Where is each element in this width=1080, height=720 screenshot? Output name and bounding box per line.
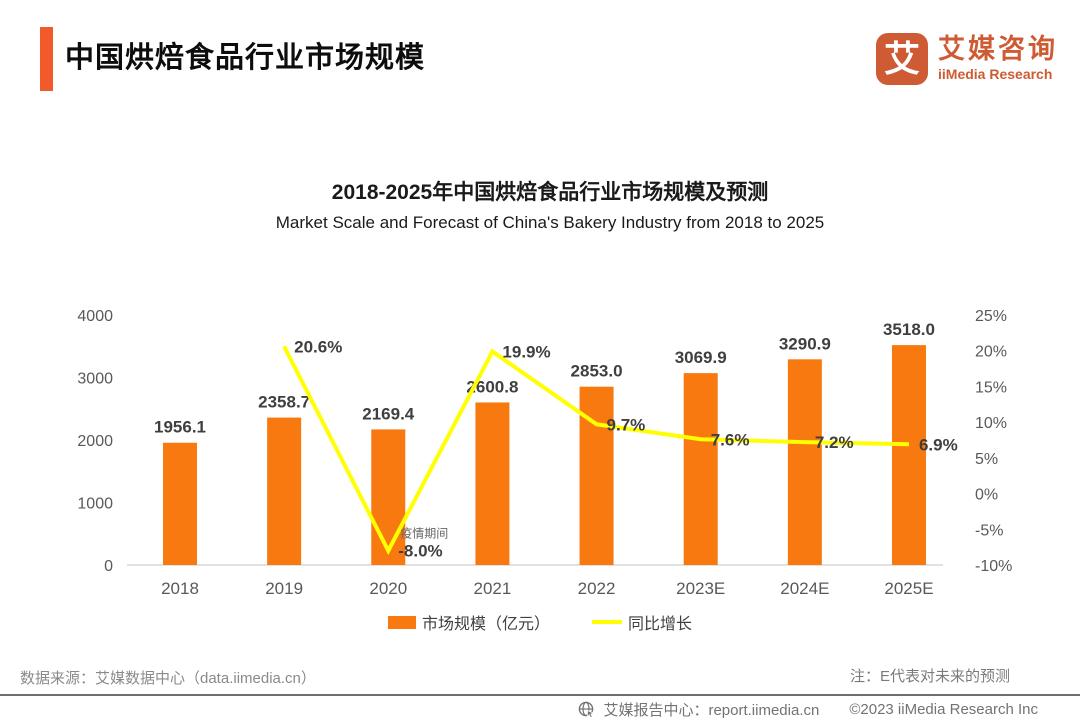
x-axis-label-2020: 2020	[369, 579, 407, 598]
growth-label-2024E: 7.2%	[815, 433, 854, 452]
line-series-swatch	[592, 620, 622, 624]
right-axis-tick-10: 10%	[975, 415, 1007, 432]
left-axis-tick-3000: 3000	[77, 371, 113, 388]
growth-label-2023E: 7.6%	[711, 430, 750, 449]
bar-label-2019: 2358.7	[258, 393, 310, 412]
page-title: 中国烘焙食品行业市场规模	[65, 42, 426, 74]
bar-2020	[371, 429, 406, 565]
title-accent-bar	[40, 27, 53, 91]
growth-line	[282, 345, 910, 556]
left-axis-tick-1000: 1000	[77, 496, 113, 513]
growth-label-2021: 19.9%	[502, 342, 550, 361]
legend-label-growth: 同比增长	[628, 616, 693, 633]
left-axis-tick-4000: 4000	[77, 308, 113, 325]
bar-label-2022: 2853.0	[571, 362, 623, 381]
footer-bottom-bar: 艾媒报告中心：report.iimedia.cn ©2023 iiMedia R…	[578, 699, 1038, 720]
bar-label-2021: 2600.8	[466, 377, 518, 396]
bar-2024E	[787, 359, 822, 565]
x-axis-label-2019: 2019	[265, 579, 303, 598]
right-axis-tick-25: 25%	[975, 308, 1007, 325]
bar-label-2018: 1956.1	[154, 418, 206, 437]
bar-2022	[579, 386, 614, 565]
bar-series-swatch	[387, 615, 416, 629]
data-source-text: 数据来源：艾媒数据中心（data.iimedia.cn）	[20, 670, 316, 687]
x-axis-label-2025E: 2025E	[884, 579, 933, 598]
growth-label-2020: -8.0%	[398, 542, 442, 561]
bar-2023E	[683, 373, 718, 565]
report-center-text: 艾媒报告中心：report.iimedia.cn	[603, 702, 820, 719]
legend-item-market-scale: 市场规模（亿元）	[387, 610, 550, 634]
legend-label-market-scale: 市场规模（亿元）	[421, 616, 550, 633]
bar-2018	[163, 442, 197, 565]
logo-text: 艾媒咨询 iiMedia Research	[938, 35, 1058, 82]
right-axis-tick-5: 5%	[975, 451, 998, 468]
bar-2019	[267, 417, 302, 565]
chart-title-cn: 2018-2025年中国烘焙食品行业市场规模及预测	[331, 181, 769, 204]
globe-icon	[579, 701, 595, 718]
copyright-text: ©2023 iiMedia Research Inc	[849, 701, 1038, 718]
left-axis-tick-2000: 2000	[77, 433, 113, 450]
growth-label-2025E: 6.9%	[919, 435, 958, 454]
iimedia-logo: 艾 艾媒咨询 iiMedia Research	[876, 33, 1058, 85]
chart-legend: 市场规模（亿元） 同比增长	[387, 610, 692, 634]
growth-label-2022: 9.7%	[607, 415, 646, 434]
logo-name-en: iiMedia Research	[938, 66, 1053, 83]
x-axis-label-2023E: 2023E	[676, 579, 725, 598]
left-axis-tick-0: 0	[104, 558, 113, 575]
growth-label-2019: 20.6%	[294, 337, 342, 356]
x-axis-label-2022: 2022	[578, 579, 616, 598]
right-axis-tick-15: 15%	[975, 379, 1007, 396]
bar-label-2020: 2169.4	[362, 404, 415, 423]
bar-label-2024E: 3290.9	[779, 334, 831, 353]
bar-2025E	[891, 345, 926, 565]
forecast-note-text: 注：E代表对未来的预测	[849, 668, 1010, 685]
x-axis-label-2024E: 2024E	[780, 579, 829, 598]
iimedia-logo-icon: 艾	[876, 33, 928, 85]
right-axis-tick--5: -5%	[975, 522, 1003, 539]
pandemic-annotation: 疫情期间	[400, 526, 448, 541]
bar-label-2025E: 3518.0	[883, 320, 935, 339]
x-axis-label-2018: 2018	[161, 579, 199, 598]
footer-divider	[0, 694, 1080, 696]
logo-name-cn: 艾媒咨询	[938, 34, 1058, 65]
legend-item-growth: 同比增长	[592, 610, 692, 634]
x-axis-label-2021: 2021	[474, 579, 512, 598]
right-axis-tick-0: 0%	[975, 487, 998, 504]
bar-label-2023E: 3069.9	[675, 348, 727, 367]
right-axis-tick-20: 20%	[975, 344, 1007, 361]
bar-2021	[475, 402, 510, 565]
chart-title-en: Market Scale and Forecast of China's Bak…	[275, 213, 825, 232]
right-axis-tick--10: -10%	[975, 558, 1012, 575]
